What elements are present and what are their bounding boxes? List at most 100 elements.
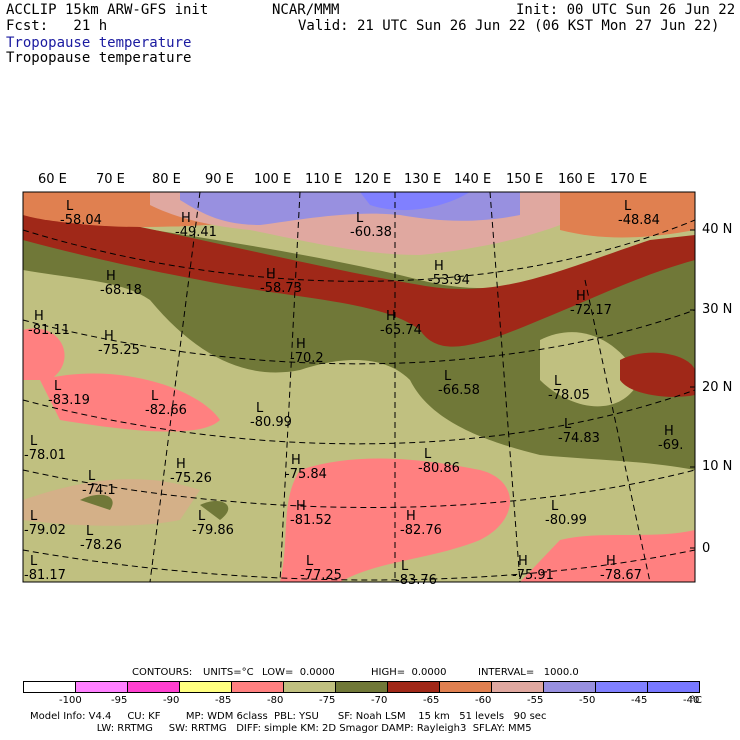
lon-label: 90 E: [205, 172, 234, 187]
extremum-marker: L: [444, 369, 452, 384]
extremum-marker: L: [356, 211, 364, 226]
units-label: UNITS=°C: [203, 667, 254, 678]
extremum-marker: H: [266, 267, 276, 282]
lon-label: 60 E: [38, 172, 67, 187]
colorbar-swatch: [283, 681, 336, 693]
extremum-value: -75.26: [170, 471, 212, 486]
extremum-value: -66.58: [438, 383, 480, 398]
colorbar-label: -50: [579, 695, 596, 706]
extremum-value: -80.86: [418, 461, 460, 476]
lat-label: 20 N: [702, 380, 733, 395]
extremum-value: -75.91: [512, 568, 554, 583]
colorbar-label: -75: [319, 695, 336, 706]
extremum-marker: H: [518, 554, 528, 569]
extremum-marker: L: [554, 374, 562, 389]
colorbar-swatch: [23, 681, 76, 693]
extremum-marker: H: [386, 309, 396, 324]
extremum-value: -82.66: [145, 403, 187, 418]
extremum-value: -82.76: [400, 523, 442, 538]
colorbar-label: -40: [683, 695, 700, 706]
extremum-marker: L: [30, 554, 38, 569]
temperature-field: [23, 192, 695, 582]
extremum-value: -83.76: [395, 573, 437, 588]
extremum-value: -75.25: [98, 343, 140, 358]
model-info-line2: LW: RRTMG SW: RRTMG DIFF: simple KM: 2D …: [30, 723, 532, 734]
extremum-marker: L: [564, 417, 572, 432]
extremum-value: -58.04: [60, 213, 102, 228]
extremum-marker: H: [34, 309, 44, 324]
contours-label: CONTOURS:: [132, 667, 193, 678]
colorbar-swatch: [75, 681, 128, 693]
extremum-value: -78.26: [80, 538, 122, 553]
lon-label: 100 E: [254, 172, 292, 187]
colorbar-swatch: [543, 681, 596, 693]
extremum-marker: H: [291, 453, 301, 468]
extremum-value: -80.99: [545, 513, 587, 528]
lat-label: 40 N: [702, 222, 733, 237]
extremum-value: -48.84: [618, 213, 660, 228]
extremum-value: -58.73: [260, 281, 302, 296]
colorbar-swatch: [491, 681, 544, 693]
extremum-value: -69.: [658, 438, 683, 453]
colorbar-label: -85: [215, 695, 232, 706]
lon-label: 130 E: [404, 172, 442, 187]
lon-label: 170 E: [610, 172, 648, 187]
extremum-value: -80.99: [250, 415, 292, 430]
extremum-value: -75.84: [285, 467, 327, 482]
extremum-marker: L: [30, 509, 38, 524]
lon-label: 110 E: [305, 172, 343, 187]
extremum-marker: H: [576, 289, 586, 304]
extremum-value: -74.1: [82, 483, 116, 498]
colorbar-swatch: [179, 681, 232, 693]
lat-label: 10 N: [702, 459, 733, 474]
extremum-marker: L: [401, 559, 409, 574]
extremum-marker: H: [106, 269, 116, 284]
extremum-value: -65.74: [380, 323, 422, 338]
extremum-value: -81.11: [28, 323, 70, 338]
lon-label: 80 E: [152, 172, 181, 187]
high-label: HIGH= 0.0000: [371, 667, 447, 678]
extremum-marker: L: [424, 447, 432, 462]
extremum-marker: H: [406, 509, 416, 524]
extremum-value: -81.52: [290, 513, 332, 528]
extremum-value: -72.17: [570, 303, 612, 318]
colorbar-swatch: [127, 681, 180, 693]
extrema-labels: L-58.04 H-49.41L-60.38L-48.84H-58.73H-53.…: [24, 199, 683, 588]
lon-label: 70 E: [96, 172, 125, 187]
extremum-marker: L: [256, 401, 264, 416]
extremum-marker: L: [54, 379, 62, 394]
colorbar-unit: °C: [690, 695, 702, 706]
extremum-marker: L: [551, 499, 559, 514]
field-title-blue: Tropopause temperature: [6, 35, 192, 51]
colorbar-swatch: [387, 681, 440, 693]
colorbar-label: -55: [527, 695, 544, 706]
interval-label: INTERVAL= 1000.0: [478, 667, 579, 678]
extremum-value: -83.19: [48, 393, 90, 408]
extremum-marker: L: [88, 469, 96, 484]
graticule: [22, 191, 696, 583]
extremum-value: -78.67: [600, 568, 642, 583]
colorbar-label: -45: [631, 695, 648, 706]
extremum-marker: L: [306, 554, 314, 569]
colorbar-label: -70: [371, 695, 388, 706]
extremum-value: -77.25: [300, 568, 342, 583]
extremum-marker: H: [664, 424, 674, 439]
lon-label: 160 E: [558, 172, 596, 187]
init-time: Init: 00 UTC Sun 26 Jun 22: [516, 2, 736, 18]
lat-label: 0: [702, 541, 711, 556]
extremum-value: -70.2: [290, 351, 324, 366]
extremum-marker: H: [181, 211, 191, 226]
extremum-marker: H: [434, 259, 444, 274]
lon-label: 140 E: [454, 172, 492, 187]
colorbar-swatch: [335, 681, 388, 693]
low-label: LOW= 0.0000: [262, 667, 335, 678]
colorbar-swatch: [439, 681, 492, 693]
extremum-value: -81.17: [24, 568, 66, 583]
lon-label: 150 E: [506, 172, 544, 187]
field-title: Tropopause temperature: [6, 50, 192, 66]
run-title: ACCLIP 15km ARW-GFS init: [6, 2, 209, 18]
colorbar-label: -95: [111, 695, 128, 706]
colorbar-label: -80: [267, 695, 284, 706]
extremum-value: -74.83: [558, 431, 600, 446]
extremum-marker: H: [104, 329, 114, 344]
